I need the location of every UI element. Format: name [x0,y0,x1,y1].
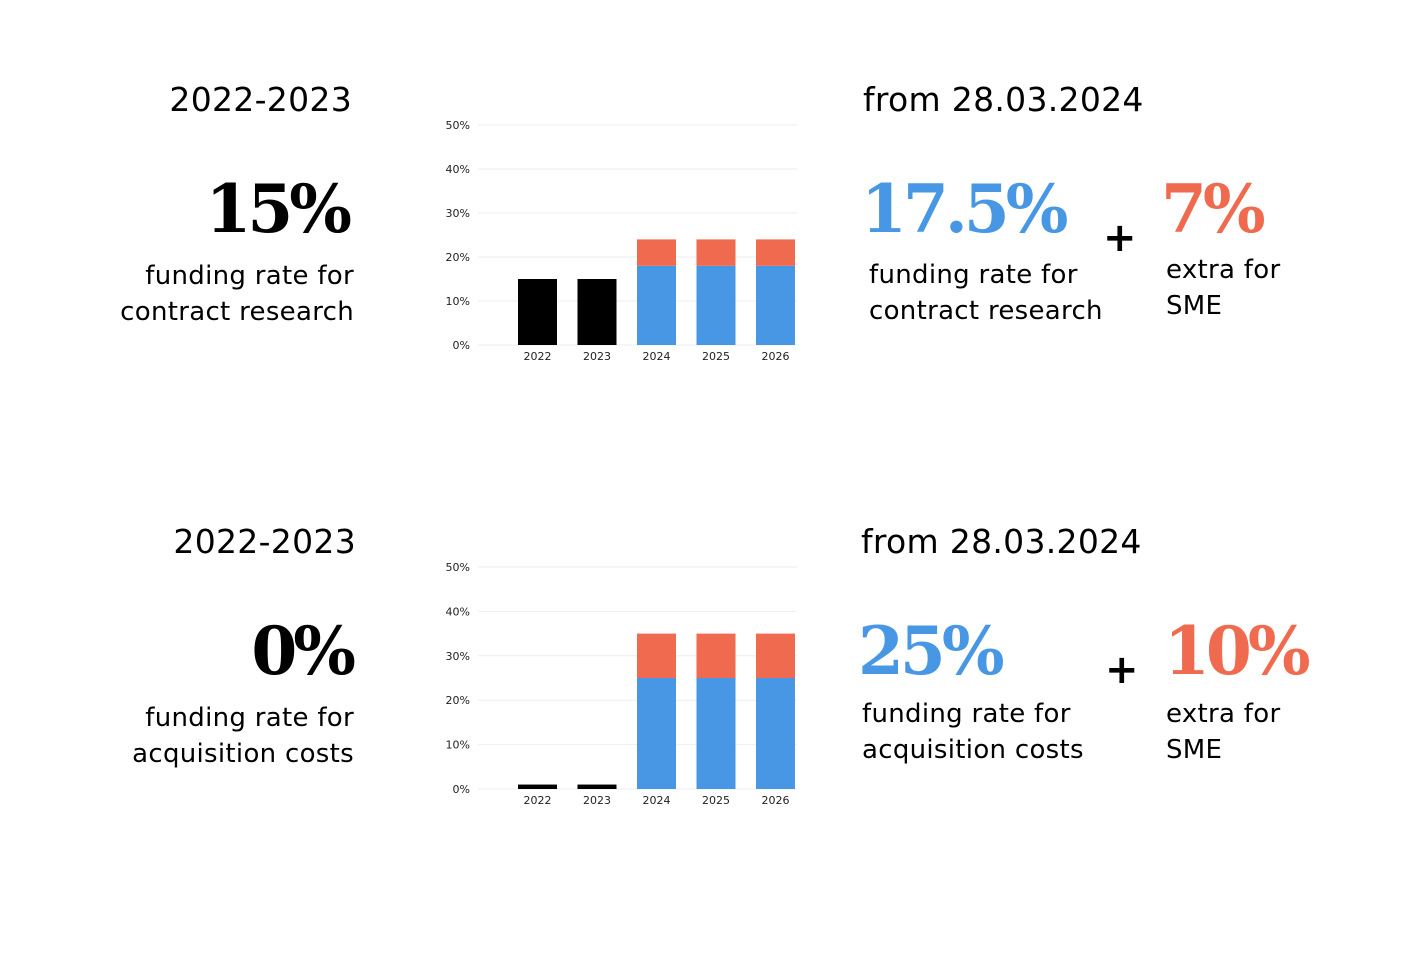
x-tick-label: 2026 [762,794,790,807]
bar-segment [756,265,795,345]
x-tick-label: 2022 [524,794,552,807]
sme-extra-description: extra for SME [1166,252,1280,324]
y-tick-label: 50% [446,561,470,574]
y-tick-label: 50% [446,119,470,132]
bar-segment [696,678,736,789]
x-tick-label: 2023 [583,350,611,363]
left-period-label: 2022-2023 [173,522,356,561]
plus-sign: + [1103,215,1137,261]
left-description-line: funding rate for [145,703,354,733]
bar-segment [696,265,736,345]
new-rate-description-line: acquisition costs [862,735,1084,765]
left-description: funding rate for contract research [120,258,354,330]
y-tick-label: 40% [446,605,470,618]
sme-extra-description: extra for SME [1166,696,1280,768]
left-description-line: contract research [120,297,354,327]
y-tick-label: 10% [446,295,470,308]
y-tick-label: 40% [446,163,470,176]
sme-extra-description-line: SME [1166,291,1223,321]
sme-extra-rate-value: 10% [1164,612,1311,690]
bar-segment [518,279,557,345]
y-tick-label: 10% [446,739,470,752]
new-rate-value: 25% [858,612,1005,690]
y-tick-label: 0% [453,783,470,796]
bar-segment [577,279,617,345]
left-description: funding rate for acquisition costs [132,700,354,772]
bar-segment [696,239,736,266]
x-tick-label: 2025 [702,350,730,363]
bar-segment [577,784,617,789]
new-rate-value: 17.5% [861,170,1068,248]
right-period-label: from 28.03.2024 [863,80,1144,119]
x-tick-label: 2024 [643,794,671,807]
y-tick-label: 30% [446,650,470,663]
y-tick-label: 20% [446,251,470,264]
funding-chart-acquisition-costs: 0% 10% 20% 30% 40% 50% 2022 2023 2024 2025 2026 [446,561,797,807]
bar-segment [637,265,676,345]
bar-segment [696,633,736,678]
y-tick-label: 20% [446,694,470,707]
sme-extra-description-line: extra for [1166,699,1281,729]
x-tick-label: 2026 [762,350,790,363]
bar-segment [756,633,795,678]
funding-chart-contract-research: 0% 10% 20% 30% 40% 50% 2022 2023 2024 2025 2026 [446,119,797,363]
bar-segment [637,633,676,678]
new-rate-description-line: funding rate for [862,699,1071,729]
plus-sign: + [1105,647,1139,693]
left-rate-value: 0% [251,612,356,690]
new-rate-description: funding rate for acquisition costs [862,696,1084,768]
left-description-line: acquisition costs [132,739,354,769]
new-rate-description-line: funding rate for [869,260,1078,290]
x-tick-label: 2025 [702,794,730,807]
left-rate-value: 15% [205,170,352,248]
left-period-label: 2022-2023 [169,80,352,119]
bar-segment [637,239,676,266]
bar-segment [756,678,795,789]
sme-extra-rate-value: 7% [1161,170,1266,248]
bar-segment [637,678,676,789]
sme-extra-description-line: SME [1166,735,1223,765]
new-rate-description-line: contract research [869,296,1103,326]
new-rate-description: funding rate for contract research [869,257,1103,329]
x-tick-label: 2022 [524,350,552,363]
x-tick-label: 2023 [583,794,611,807]
left-description-line: funding rate for [145,261,354,291]
sme-extra-description-line: extra for [1166,255,1281,285]
y-tick-label: 0% [453,339,470,352]
bar-segment [518,784,557,789]
x-tick-label: 2024 [643,350,671,363]
right-period-label: from 28.03.2024 [861,522,1142,561]
y-tick-label: 30% [446,207,470,220]
bar-segment [756,239,795,266]
